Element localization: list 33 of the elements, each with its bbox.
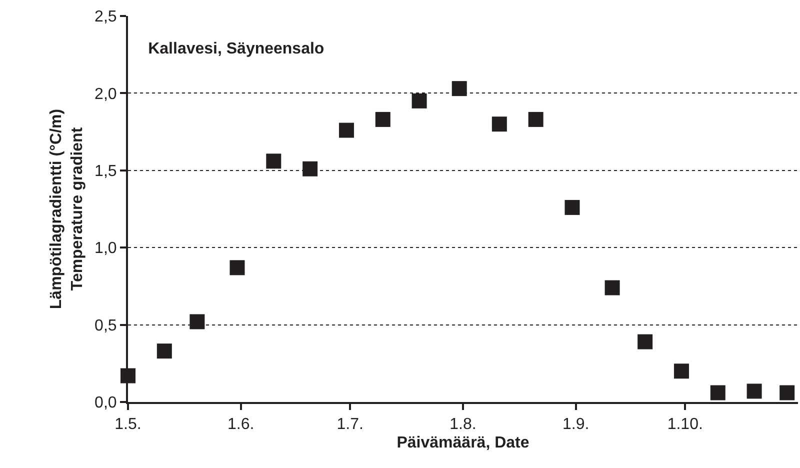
point (230, 260, 245, 276)
y-tick-label: 1,5 (94, 163, 117, 180)
point (302, 161, 318, 176)
x-axis-title: Päivämäärä, Date (396, 434, 530, 452)
x-tick-label: 1.6. (228, 416, 254, 434)
point (266, 154, 282, 169)
point (190, 314, 205, 330)
point (674, 364, 689, 379)
point (604, 280, 620, 296)
y-tick-label: 1,0 (94, 240, 117, 258)
x-tick-label: 1.7. (336, 416, 364, 434)
x-tick-label: 1.9. (562, 416, 590, 434)
point (638, 334, 653, 350)
point (375, 112, 390, 127)
point (746, 384, 762, 399)
point (338, 122, 354, 138)
point (780, 385, 795, 400)
y-tick-label: 2,0 (94, 86, 117, 103)
point (412, 93, 427, 108)
point (710, 385, 726, 400)
y-axis-title: Lämpötilagradientti (°C/m) Temperature gradient (48, 108, 86, 310)
y-tick-label: 0,5 (94, 317, 117, 334)
y-tick-label: 0,0 (94, 394, 117, 412)
x-tick-label: 1.10. (667, 416, 703, 434)
point (156, 344, 172, 359)
point (528, 112, 544, 127)
point (564, 200, 580, 215)
x-tick-label: 1.8. (450, 416, 476, 434)
point (492, 116, 507, 132)
text: Kallavesi, Säyneensalo (148, 40, 324, 58)
y-tick-label: 2,5 (94, 8, 117, 26)
x-tick-label: 1.5. (114, 416, 142, 434)
point (452, 81, 467, 96)
